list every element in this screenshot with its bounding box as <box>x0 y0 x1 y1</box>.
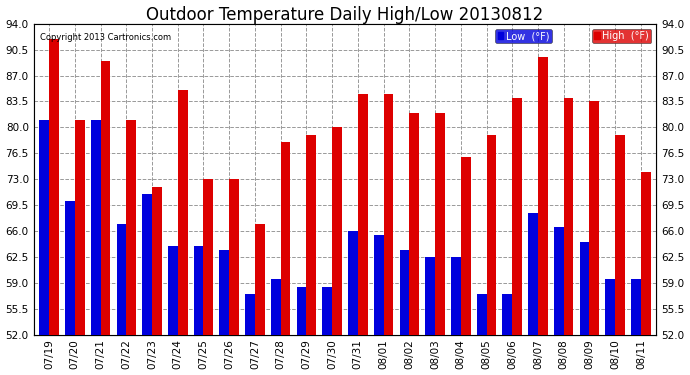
Bar <box>204 179 213 335</box>
Bar <box>219 249 229 335</box>
Bar <box>512 98 522 335</box>
Bar <box>348 231 358 335</box>
Bar <box>245 294 255 335</box>
Bar <box>322 286 332 335</box>
Bar <box>255 224 265 335</box>
Bar <box>615 135 625 335</box>
Text: Copyright 2013 Cartronics.com: Copyright 2013 Cartronics.com <box>40 33 171 42</box>
Bar <box>178 90 188 335</box>
Legend: High  (°F): High (°F) <box>591 28 651 44</box>
Bar <box>554 227 564 335</box>
Bar <box>306 135 316 335</box>
Bar <box>529 213 538 335</box>
Bar <box>75 120 85 335</box>
Bar <box>425 257 435 335</box>
Bar <box>641 172 651 335</box>
Bar <box>91 120 101 335</box>
Bar <box>49 39 59 335</box>
Bar <box>229 179 239 335</box>
Bar <box>631 279 641 335</box>
Bar <box>142 194 152 335</box>
Bar <box>332 128 342 335</box>
Bar <box>358 94 368 335</box>
Bar <box>101 61 110 335</box>
Bar <box>39 120 49 335</box>
Bar <box>194 246 204 335</box>
Bar <box>605 279 615 335</box>
Bar <box>477 294 486 335</box>
Bar <box>400 249 409 335</box>
Bar <box>564 98 573 335</box>
Bar <box>271 279 281 335</box>
Bar <box>281 142 290 335</box>
Title: Outdoor Temperature Daily High/Low 20130812: Outdoor Temperature Daily High/Low 20130… <box>146 6 544 24</box>
Bar <box>451 257 461 335</box>
Bar <box>297 286 306 335</box>
Bar <box>152 187 161 335</box>
Bar <box>168 246 178 335</box>
Bar <box>384 94 393 335</box>
Bar <box>502 294 512 335</box>
Bar <box>589 102 599 335</box>
Bar <box>461 157 471 335</box>
Bar <box>435 112 445 335</box>
Bar <box>117 224 126 335</box>
Bar <box>580 242 589 335</box>
Bar <box>409 112 419 335</box>
Bar <box>126 120 136 335</box>
Bar <box>374 235 384 335</box>
Bar <box>65 201 75 335</box>
Bar <box>538 57 548 335</box>
Bar <box>486 135 496 335</box>
